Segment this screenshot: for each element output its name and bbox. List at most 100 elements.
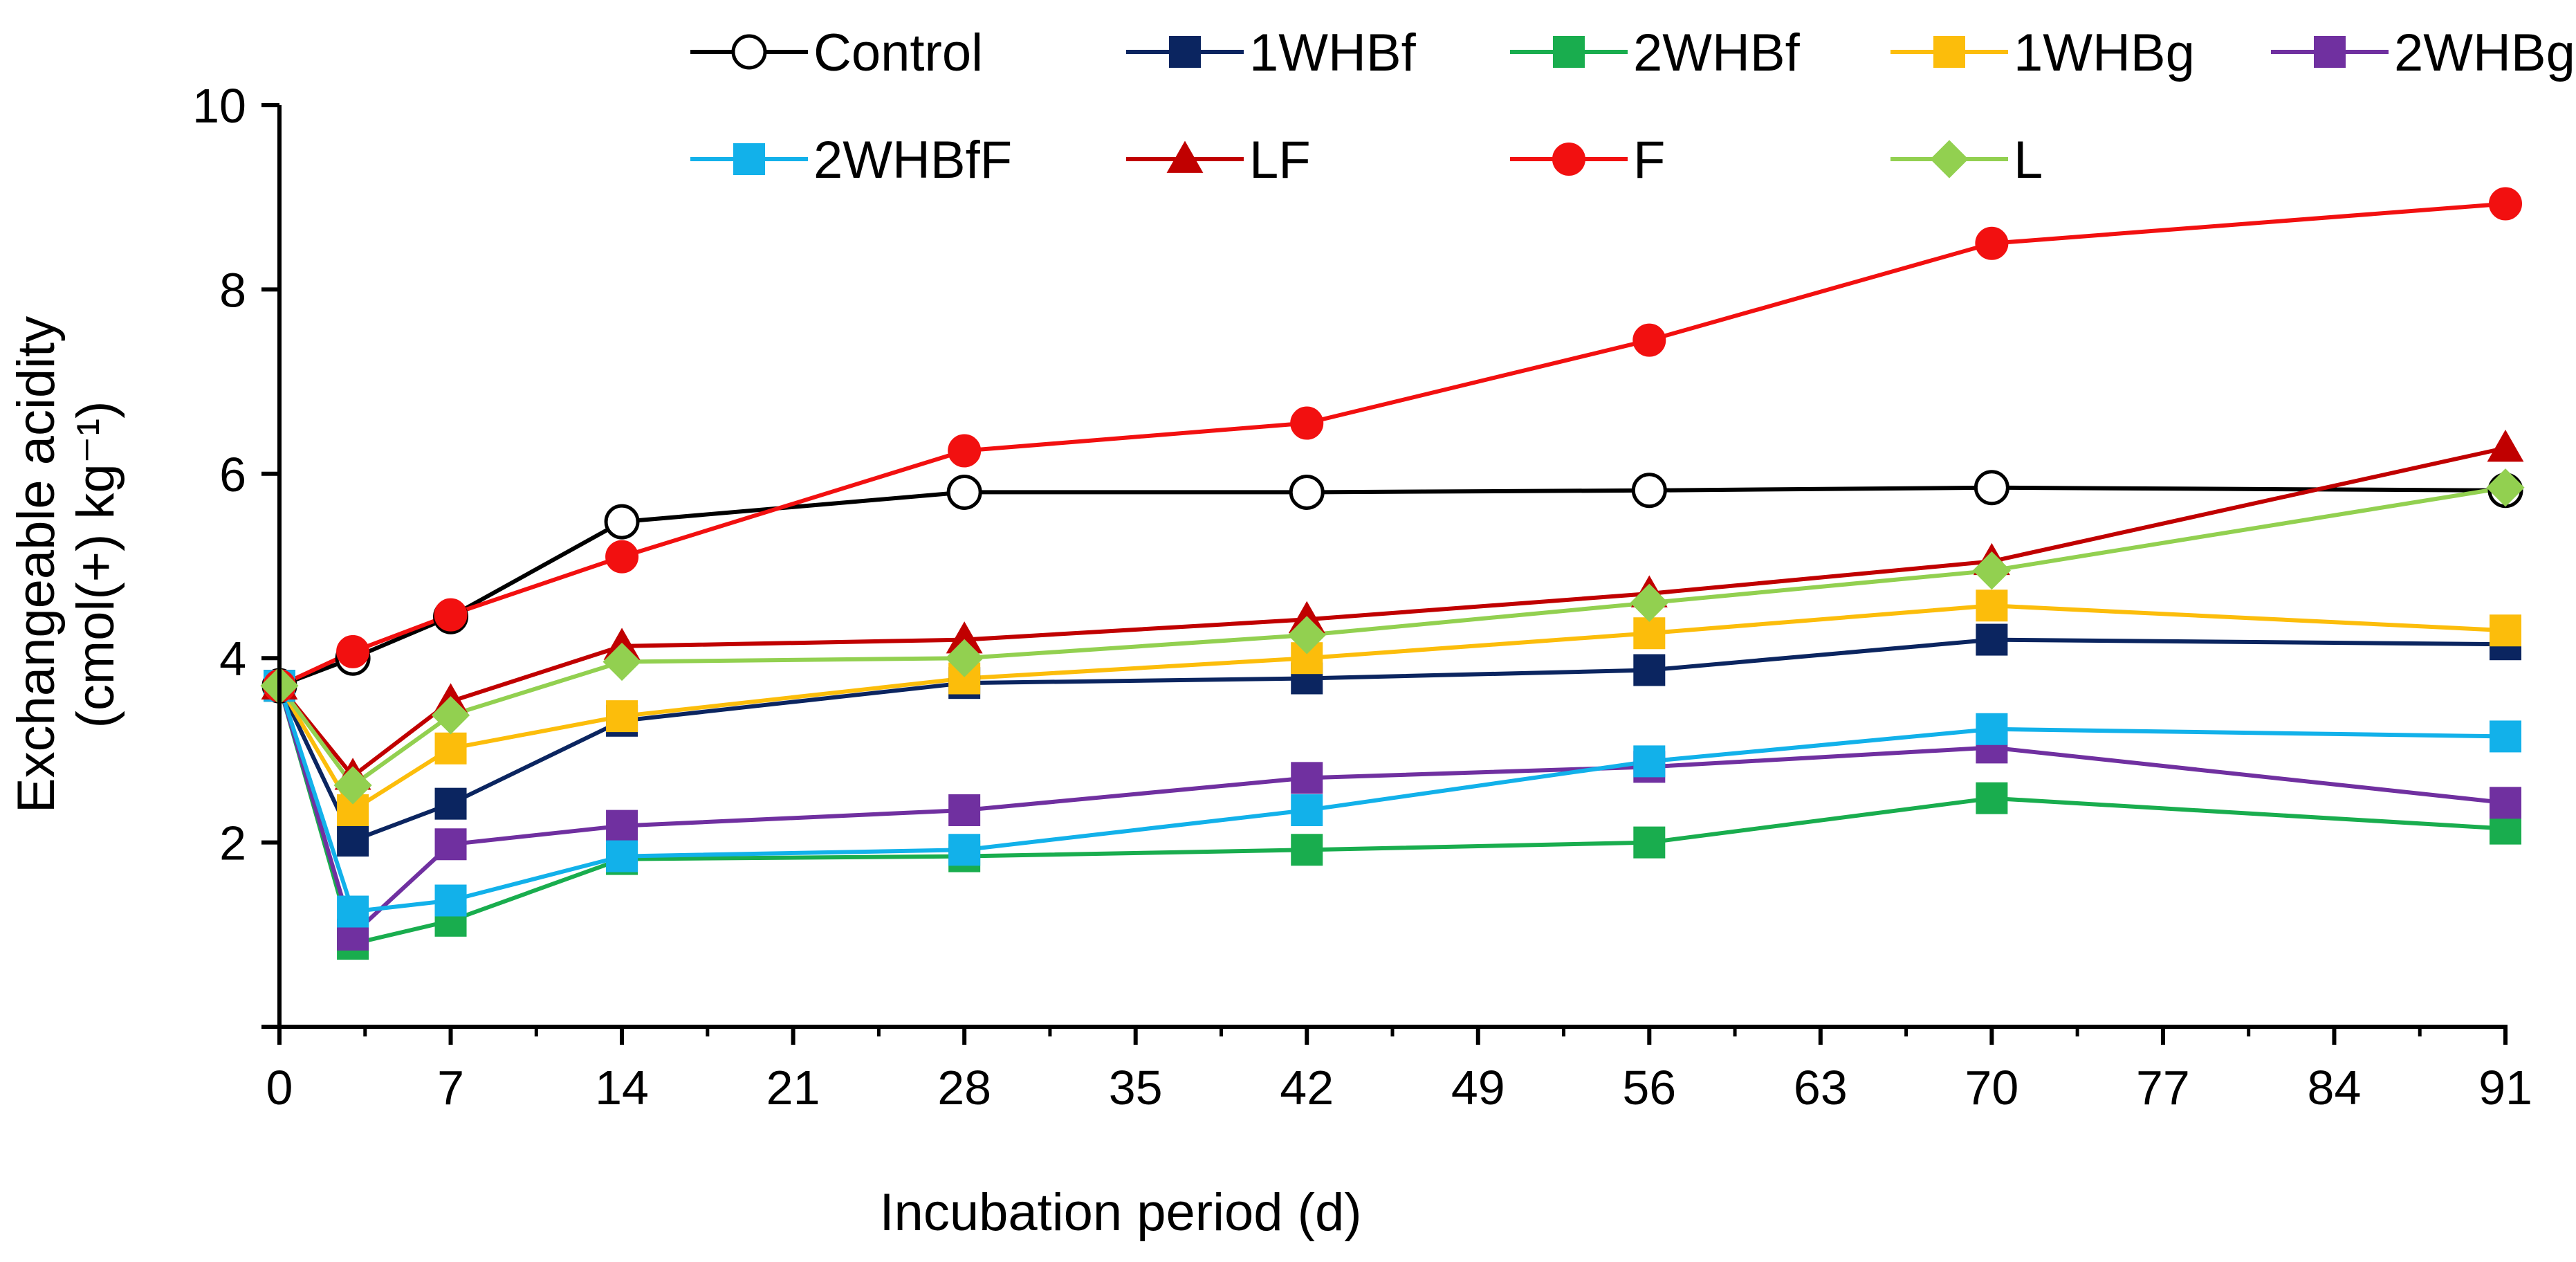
x-tick-label: 7 [437, 1061, 464, 1115]
y-tick-label: 6 [219, 448, 246, 502]
legend-marker-2whbff [733, 143, 765, 175]
legend-label: LF [1249, 131, 1311, 190]
data-point-control [604, 504, 640, 540]
y-tick-label: 10 [192, 79, 246, 133]
x-tick-label: 63 [1794, 1061, 1848, 1115]
data-point-f [1632, 323, 1666, 357]
data-point-lf [946, 621, 983, 654]
x-tick-label: 77 [2136, 1061, 2190, 1115]
data-point-1whbf [337, 824, 369, 857]
legend-marker-control [731, 34, 767, 70]
data-point-2whbff [2490, 720, 2521, 753]
data-point-control [1631, 473, 1667, 509]
legend-marker-f [1552, 143, 1585, 176]
legend-marker-1whbf [1169, 36, 1201, 68]
legend-marker-lf [1166, 140, 1204, 173]
data-point-l [2486, 468, 2525, 507]
data-point-2whbf [1976, 782, 2008, 814]
legend-label: Control [813, 24, 983, 82]
legend-marker-l [1930, 140, 1969, 179]
data-point-control [946, 474, 982, 510]
data-point-f [336, 634, 370, 668]
data-point-l [945, 639, 984, 677]
x-tick-label: 42 [1280, 1061, 1334, 1115]
legend-marker-2whbg [2314, 36, 2346, 68]
legend-item-2whbff: 2WHBfF [690, 131, 1012, 190]
legend-item-lf: LF [1126, 131, 1311, 190]
x-tick-label: 56 [1622, 1061, 1676, 1115]
axes: 2 4 6 8 10 0 7 14 21 28 35 42 49 56 63 70 77 84 91 [192, 79, 2532, 1115]
y-axis-title-line1: Exchangeable acidity [7, 316, 66, 813]
legend-marker-1whbg [1933, 36, 1965, 68]
data-point-f [2489, 187, 2522, 221]
data-point-1whbg [1633, 617, 1666, 650]
data-point-2whbff [337, 895, 369, 928]
legend-item-1whbg: 1WHBg [1890, 24, 2195, 82]
data-point-l [1630, 583, 1668, 622]
legend: Control 1WHBf 2WHBf 1WHBg 2WHBg 2WHBfF LF F L [690, 24, 2575, 190]
data-point-l [333, 766, 372, 805]
data-point-2whbff [1633, 745, 1666, 778]
legend-item-f: F [1510, 131, 1665, 190]
legend-label: 1WHBf [1249, 24, 1417, 82]
data-point-2whbg [434, 828, 467, 861]
y-tick-label: 4 [219, 632, 246, 686]
x-tick-label: 28 [937, 1061, 991, 1115]
data-point-l [431, 696, 470, 735]
data-point-control [1289, 474, 1325, 510]
data-point-1whbg [434, 732, 467, 765]
data-point-f [1975, 226, 2009, 260]
x-tick-label: 70 [1965, 1061, 2018, 1115]
x-tick-label: 14 [595, 1061, 649, 1115]
data-point-1whbf [434, 787, 467, 820]
data-point-2whbg [1291, 762, 1323, 794]
data-point-control [1974, 470, 2009, 506]
data-point-l [1287, 616, 1326, 655]
data-point-1whbg [1976, 589, 2008, 622]
data-point-f [605, 540, 639, 574]
legend-label: 2WHBfF [813, 131, 1012, 190]
legend-label: 2WHBg [2394, 24, 2575, 82]
legend-marker-2whbf [1553, 36, 1585, 68]
legend-item-control: Control [690, 24, 983, 82]
y-axis-title-line2: (cmol(+) kg⁻¹) [66, 401, 125, 729]
y-tick-label: 8 [219, 263, 246, 317]
data-point-lf [2487, 430, 2524, 462]
data-point-2whbff [948, 834, 981, 866]
legend-item-2whbf: 2WHBf [1510, 24, 1801, 82]
legend-label: 1WHBg [2014, 24, 2195, 82]
y-tick-label: 2 [219, 816, 246, 870]
x-tick-label: 0 [266, 1061, 293, 1115]
data-point-1whbf [1976, 623, 2008, 656]
data-point-f [1290, 406, 1324, 440]
x-axis-title: Incubation period (d) [879, 1183, 1361, 1242]
data-point-f [434, 598, 468, 632]
data-point-2whbg [948, 794, 981, 826]
data-point-2whbff [606, 840, 638, 872]
data-point-2whbg [2490, 787, 2521, 819]
x-tick-label: 35 [1109, 1061, 1163, 1115]
legend-label: 2WHBf [1633, 24, 1801, 82]
data-point-1whbg [606, 700, 638, 733]
data-point-f [948, 434, 982, 468]
data-point-2whbg [606, 810, 638, 842]
x-tick-label: 21 [766, 1061, 820, 1115]
data-point-2whbff [1291, 794, 1323, 826]
legend-label: L [2014, 131, 2043, 190]
legend-item-l: L [1890, 131, 2043, 190]
data-point-1whbg [2490, 614, 2521, 647]
data-point-l [602, 642, 641, 682]
x-tick-label: 91 [2478, 1061, 2532, 1115]
data-point-1whbf [1633, 654, 1666, 686]
data-point-2whbf [1291, 834, 1323, 866]
data-point-2whbff [434, 884, 467, 917]
plot-markers [260, 187, 2525, 960]
data-point-l [1972, 551, 2011, 590]
x-tick-label: 84 [2308, 1061, 2362, 1115]
legend-item-1whbf: 1WHBf [1126, 24, 1417, 82]
legend-item-2whbg: 2WHBg [2271, 24, 2575, 82]
legend-label: F [1633, 131, 1665, 190]
data-point-2whbf [1633, 826, 1666, 859]
data-point-2whbff [1976, 713, 2008, 745]
